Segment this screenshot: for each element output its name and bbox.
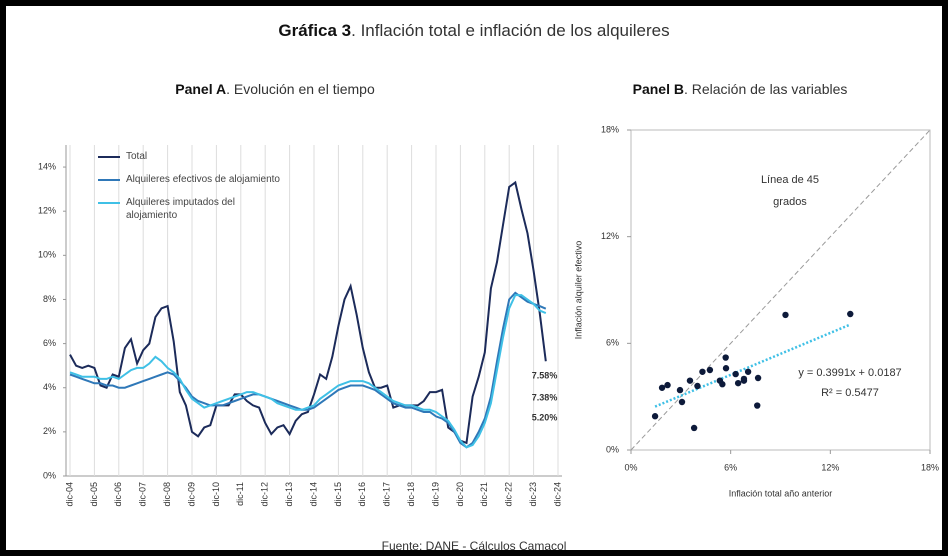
trendline: [654, 323, 851, 408]
legend-swatch: [98, 202, 120, 204]
point: [658, 384, 666, 391]
y-tick-label: 8%: [43, 294, 56, 304]
x-tick-label: dic-15: [333, 482, 343, 507]
x-tick-label: dic-12: [260, 482, 270, 507]
legend-label: Total: [126, 151, 148, 162]
point: [694, 382, 701, 390]
line: [69, 294, 547, 449]
y-tick-label: 0%: [43, 470, 56, 480]
trendline-label: y = 0.3991x + 0.0187: [798, 367, 901, 379]
panel-title: Panel B. Relación de las variables: [633, 81, 848, 97]
x-tick-label: dic-14: [308, 482, 318, 507]
x-tick-label: dic-11: [235, 482, 245, 506]
point: [690, 424, 698, 432]
y-tick-label: 10%: [38, 250, 56, 260]
y-tick-label: 12%: [38, 206, 56, 216]
legend-swatch: [98, 156, 120, 158]
x-tick-label: 0%: [624, 462, 637, 472]
legend-item: Total: [98, 150, 286, 163]
y-tick-label: 6%: [606, 338, 619, 348]
point: [722, 365, 730, 372]
line: [69, 180, 547, 445]
point: [676, 386, 684, 394]
x-tick-label: dic-05: [89, 482, 99, 507]
point: [699, 368, 706, 375]
line: [69, 291, 547, 449]
y-tick-label: 12%: [601, 231, 619, 241]
x-tick-label: dic-22: [504, 482, 514, 507]
point: [678, 398, 686, 406]
x-tick-label: dic-04: [64, 482, 74, 507]
point: [722, 354, 729, 361]
x-tick-label: dic-06: [113, 482, 123, 507]
point: [706, 366, 714, 374]
trendline-label: R² = 0.5477: [821, 387, 879, 399]
point: [740, 377, 748, 384]
x-tick-label: 6%: [724, 462, 737, 472]
x-tick-label: 18%: [921, 462, 939, 472]
y-tick-label: 6%: [43, 338, 56, 348]
x-tick-label: dic-16: [357, 482, 367, 507]
x-tick-label: dic-07: [138, 482, 148, 507]
point: [651, 413, 659, 420]
y-tick-label: 0%: [606, 444, 619, 454]
legend-label: Alquileres efectivos de alojamiento: [126, 174, 280, 185]
x-tick-label: dic-20: [455, 482, 465, 507]
plot-border: [630, 129, 931, 451]
y-tick-label: 18%: [601, 124, 619, 134]
x-tick-label: dic-23: [528, 482, 538, 507]
x-tick-label: dic-24: [552, 482, 562, 507]
point: [719, 381, 726, 388]
legend-item: Alquileres imputados del alojamiento: [98, 196, 286, 222]
x-tick-label: dic-09: [186, 482, 196, 507]
y-tick-label: 4%: [43, 382, 56, 392]
point: [734, 379, 742, 387]
source: Fuente: DANE - Cálculos Camacol: [382, 539, 567, 553]
x-tick-label: dic-10: [211, 482, 221, 507]
y-axis-label: Inflación alquiler efectivo: [573, 241, 583, 340]
legend-swatch: [98, 179, 120, 181]
value-label: 7.58%: [532, 370, 558, 380]
x-tick-label: dic-17: [382, 482, 392, 507]
x-tick-label: 12%: [821, 462, 839, 472]
point: [732, 370, 739, 378]
y-tick-label: 14%: [38, 161, 56, 171]
panel-title-bold: Panel A: [175, 81, 226, 97]
reference-label: Línea de 45: [761, 174, 819, 186]
point: [782, 311, 789, 319]
legend-label: Alquileres imputados del alojamiento: [126, 197, 235, 221]
value-label: 5.20%: [532, 412, 558, 422]
legend: Total Alquileres efectivos de alojamiento…: [98, 150, 298, 232]
reference-label: grados: [773, 196, 807, 208]
x-axis-label: Inflación total año anterior: [729, 488, 833, 498]
title-bold: Gráfica 3: [278, 21, 351, 40]
panel-title-rest: . Relación de las variables: [684, 81, 847, 97]
legend-item: Alquileres efectivos de alojamiento: [98, 173, 286, 186]
panel-title-bold: Panel B: [633, 81, 684, 97]
chart-title: Gráfica 3. Inflación total e inflación d…: [278, 21, 669, 40]
point: [754, 402, 761, 409]
point: [744, 368, 752, 375]
value-label: 7.38%: [532, 392, 558, 402]
point: [847, 310, 854, 318]
panel-title: Panel A. Evolución en el tiempo: [175, 81, 375, 97]
x-tick-label: dic-19: [430, 482, 440, 507]
y-tick-label: 2%: [43, 426, 56, 436]
point: [686, 377, 694, 384]
point: [664, 381, 671, 389]
x-tick-label: dic-08: [162, 482, 172, 507]
title-rest: . Inflación total e inflación de los alq…: [351, 21, 669, 40]
point: [754, 374, 762, 382]
x-tick-label: dic-21: [479, 482, 489, 507]
panel-title-rest: . Evolución en el tiempo: [226, 81, 375, 97]
reference-line: [630, 129, 931, 451]
x-tick-label: dic-18: [406, 482, 416, 507]
x-tick-label: dic-13: [284, 482, 294, 507]
